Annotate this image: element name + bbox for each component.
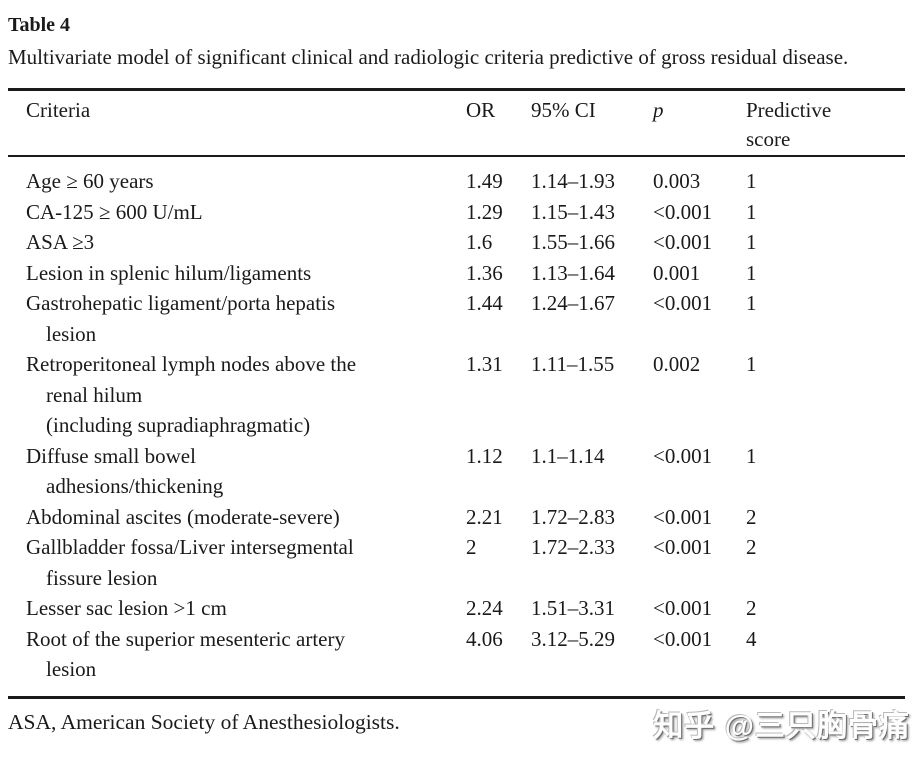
cell-p: 0.003	[653, 169, 701, 193]
table-body: Age ≥ 60 years 1.49 1.14–1.93 0.003 1 CA…	[8, 156, 905, 697]
cell-ci: 1.51–3.31	[531, 596, 615, 620]
cell-criteria: Gallbladder fossa/Liver intersegmental fi…	[26, 535, 354, 590]
cell-or: 1.6	[466, 230, 493, 254]
cell-p: 0.001	[653, 260, 701, 285]
cell-or: 1.49	[466, 169, 503, 193]
col-header-ci: 95% CI	[531, 89, 653, 157]
table-header: Criteria OR 95% CI p Predictive score	[8, 89, 905, 157]
cell-score: 1	[746, 169, 757, 193]
cell-p: <0.001	[653, 291, 713, 315]
cell-score: 1	[746, 260, 757, 285]
cell-score: 1	[746, 291, 757, 315]
table-caption: Multivariate model of significant clinic…	[8, 45, 849, 69]
cell-or: 2	[466, 535, 477, 559]
cell-or: 1.36	[466, 260, 503, 285]
cell-criteria: Retroperitoneal lymph nodes above the ren…	[26, 352, 357, 437]
col-header-criteria: Criteria	[8, 89, 466, 157]
table-footnote: ASA, American Society of Anesthesiologis…	[8, 709, 400, 734]
table-row: Lesser sac lesion >1 cm 2.24 1.51–3.31 <…	[8, 593, 905, 624]
col-header-predictive-score: Predictive score	[746, 89, 905, 157]
table-row: Gastrohepatic ligament/porta hepatis lesi…	[8, 288, 905, 349]
cell-criteria: Lesser sac lesion >1 cm	[26, 596, 227, 620]
cell-criteria: Root of the superior mesenteric artery le…	[26, 626, 345, 682]
cell-criteria: Abdominal ascites (moderate-severe)	[26, 504, 340, 529]
cell-or: 1.12	[466, 443, 503, 468]
cell-score: 2	[746, 504, 757, 529]
table-row: Abdominal ascites (moderate-severe) 2.21…	[8, 502, 905, 533]
cell-ci: 1.72–2.83	[531, 504, 615, 529]
table-row: CA-125 ≥ 600 U/mL 1.29 1.15–1.43 <0.001 …	[8, 197, 905, 228]
cell-criteria: Diffuse small bowel adhesions/thickening	[26, 443, 224, 499]
col-header-or: OR	[466, 89, 531, 157]
table-row: Diffuse small bowel adhesions/thickening …	[8, 441, 905, 502]
cell-p: <0.001	[653, 199, 713, 224]
cell-score: 1	[746, 352, 757, 376]
cell-or: 1.29	[466, 199, 503, 224]
cell-score: 1	[746, 230, 757, 254]
header-row: Criteria OR 95% CI p Predictive score	[8, 89, 905, 157]
table-row: Age ≥ 60 years 1.49 1.14–1.93 0.003 1	[8, 156, 905, 197]
cell-criteria: CA-125 ≥ 600 U/mL	[26, 199, 203, 224]
cell-p: 0.002	[653, 352, 701, 376]
cell-score: 1	[746, 443, 757, 468]
cell-score: 2	[746, 535, 757, 559]
cell-p: <0.001	[653, 626, 713, 651]
table-row: ASA ≥3 1.6 1.55–1.66 <0.001 1	[8, 227, 905, 258]
cell-ci: 1.55–1.66	[531, 230, 615, 254]
cell-p: <0.001	[653, 504, 713, 529]
cell-score: 2	[746, 596, 757, 620]
cell-ci: 1.1–1.14	[531, 443, 605, 468]
cell-criteria: Age ≥ 60 years	[26, 169, 154, 193]
table-row: Root of the superior mesenteric artery le…	[8, 624, 905, 698]
cell-score: 4	[746, 626, 757, 651]
cell-or: 4.06	[466, 626, 503, 651]
col-header-p: p	[653, 89, 746, 157]
cell-criteria: Lesion in splenic hilum/ligaments	[26, 260, 312, 285]
cell-or: 1.31	[466, 352, 503, 376]
cell-ci: 1.14–1.93	[531, 169, 615, 193]
cell-criteria: ASA ≥3	[26, 230, 95, 254]
cell-p: <0.001	[653, 230, 713, 254]
table-row: Gallbladder fossa/Liver intersegmental fi…	[8, 532, 905, 593]
table-row: Retroperitoneal lymph nodes above the ren…	[8, 349, 905, 441]
cell-p: <0.001	[653, 535, 713, 559]
cell-or: 2.21	[466, 504, 503, 529]
cell-criteria: Gastrohepatic ligament/porta hepatis lesi…	[26, 291, 336, 346]
cell-ci: 1.15–1.43	[531, 199, 615, 224]
cell-p: <0.001	[653, 596, 713, 620]
cell-ci: 1.72–2.33	[531, 535, 615, 559]
cell-ci: 1.24–1.67	[531, 291, 615, 315]
cell-ci: 1.13–1.64	[531, 260, 615, 285]
data-table: Criteria OR 95% CI p Predictive score Age…	[8, 88, 905, 699]
cell-score: 1	[746, 199, 757, 224]
cell-ci: 1.11–1.55	[531, 352, 615, 376]
cell-or: 2.24	[466, 596, 503, 620]
table-label: Table 4	[8, 14, 71, 36]
cell-p: <0.001	[653, 443, 713, 468]
cell-ci: 3.12–5.29	[531, 626, 615, 651]
table-row: Lesion in splenic hilum/ligaments 1.36 1…	[8, 258, 905, 289]
cell-or: 1.44	[466, 291, 503, 315]
